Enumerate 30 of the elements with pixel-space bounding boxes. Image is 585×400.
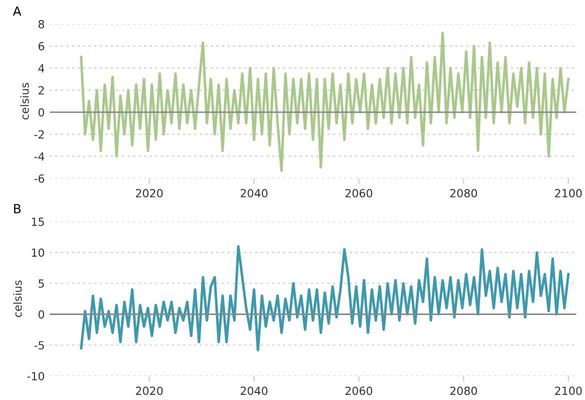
y-tick-label: -5 — [34, 341, 44, 350]
y-tick-label: -6 — [34, 174, 44, 183]
y-tick-label: 15 — [32, 218, 44, 226]
y-tick-label: -4 — [34, 152, 44, 161]
x-tick-label: 2100 — [555, 386, 582, 396]
y-tick-label: -2 — [34, 130, 44, 138]
x-tick-label: 2080 — [450, 189, 477, 198]
y-tick-label: 6 — [38, 42, 44, 50]
y-tick-label: -10 — [27, 372, 44, 380]
x-tick-label: 2040 — [240, 189, 268, 198]
x-tick-label: 2020 — [136, 189, 163, 198]
y-axis-title: celsius — [20, 82, 29, 120]
x-tick-label: 2100 — [555, 189, 582, 198]
y-tick-label: 4 — [38, 64, 44, 72]
x-tick-label: 2020 — [136, 386, 163, 396]
y-tick-label: 2 — [38, 86, 44, 94]
line-series — [80, 245, 570, 352]
y-tick-label: 0 — [38, 108, 44, 117]
y-tick-label: 8 — [38, 20, 44, 28]
y-tick-label: 0 — [38, 310, 44, 319]
x-tick-label: 2060 — [345, 189, 372, 198]
chart-title: B — [14, 204, 21, 214]
chart-title: A — [12, 6, 22, 16]
line-series — [80, 32, 570, 172]
x-tick-label: 2040 — [240, 386, 268, 396]
x-tick-label: 2060 — [345, 386, 372, 396]
y-tick-label: 10 — [32, 248, 44, 257]
y-tick-label: 5 — [38, 279, 44, 288]
x-tick-label: 2080 — [450, 386, 477, 396]
y-axis-title: celsius — [13, 280, 22, 318]
